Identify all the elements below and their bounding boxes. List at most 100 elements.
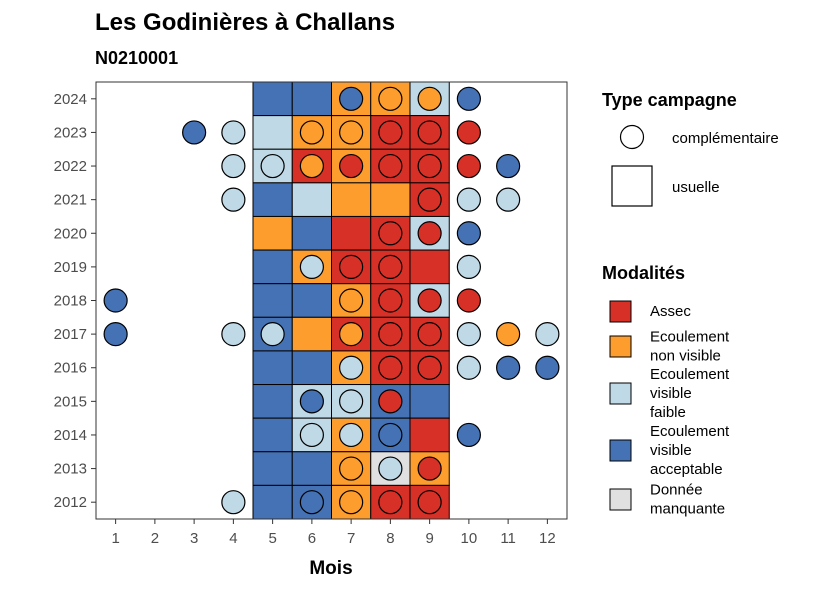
dot-2017-4 bbox=[221, 322, 246, 347]
dot-2022-10 bbox=[456, 153, 481, 179]
plot-area: 1 2 3 4 5 6 7 8 9 10 11 12 201220132014201520162017… bbox=[54, 81, 568, 547]
tile-2016-5 bbox=[252, 350, 293, 386]
tile-2024-6 bbox=[291, 81, 332, 117]
dot-2015-7 bbox=[339, 389, 364, 414]
dot-2024-9 bbox=[417, 86, 442, 111]
tile-2014-9 bbox=[409, 417, 450, 453]
x-tick-label: 8 bbox=[386, 530, 394, 547]
tile-2020-5 bbox=[252, 215, 293, 251]
y-tick-label: 2023 bbox=[54, 124, 87, 141]
dot-2020-10 bbox=[456, 221, 481, 246]
y-tick-label: 2013 bbox=[54, 461, 87, 478]
dot-2018-8 bbox=[378, 288, 403, 313]
dot-2016-9 bbox=[417, 355, 442, 380]
dot-2022-9 bbox=[417, 153, 442, 179]
legend-modality-key bbox=[609, 335, 632, 358]
dot-2024-7 bbox=[339, 86, 364, 111]
tile-2021-8 bbox=[370, 182, 411, 217]
dot-2020-9 bbox=[417, 221, 442, 246]
dot-2022-6 bbox=[299, 153, 324, 179]
tile-2015-9 bbox=[409, 384, 450, 419]
dot-2023-7 bbox=[339, 120, 364, 145]
y-axis: 2012 2013 2014 2015 2016 2017 2018 2019 2020 2021… bbox=[54, 91, 96, 511]
dot-2014-8 bbox=[378, 422, 403, 448]
x-tick-label: 2 bbox=[151, 530, 159, 547]
tile-2018-6 bbox=[291, 283, 332, 318]
legend-circle-key bbox=[619, 124, 645, 150]
x-tick-label: 4 bbox=[229, 530, 237, 547]
x-tick-label: 7 bbox=[347, 530, 355, 547]
x-tick-label: 12 bbox=[539, 530, 556, 547]
x-tick-label: 3 bbox=[190, 530, 198, 547]
x-tick-label: 5 bbox=[268, 530, 276, 547]
dot-2023-3 bbox=[182, 120, 207, 145]
dot-2016-10 bbox=[456, 355, 481, 380]
dot-2019-6 bbox=[299, 254, 324, 279]
dot-2017-10 bbox=[456, 322, 481, 347]
x-axis-title: Mois bbox=[309, 558, 352, 579]
y-tick-label: 2014 bbox=[54, 427, 87, 444]
dot-2013-8 bbox=[378, 456, 403, 481]
dot-2022-4 bbox=[221, 153, 246, 179]
y-tick-label: 2015 bbox=[54, 393, 87, 410]
dot-2014-10 bbox=[456, 422, 481, 448]
dot-2019-8 bbox=[378, 254, 403, 279]
tile-2014-5 bbox=[252, 417, 293, 453]
dot-2012-7 bbox=[339, 490, 364, 515]
legend-modality-label: Ecoulement non visible bbox=[650, 329, 730, 365]
dot-2018-1 bbox=[103, 288, 128, 313]
y-tick-label: 2021 bbox=[54, 192, 87, 209]
dot-2013-7 bbox=[339, 456, 364, 481]
tile-2018-5 bbox=[252, 283, 293, 318]
dot-2023-8 bbox=[378, 120, 403, 145]
dot-2019-7 bbox=[339, 254, 364, 279]
tile-2013-6 bbox=[291, 451, 332, 486]
tile-2017-6 bbox=[291, 316, 332, 352]
tile-2019-9 bbox=[409, 249, 450, 285]
chart-subtitle: N0210001 bbox=[95, 48, 178, 68]
y-tick-label: 2018 bbox=[54, 293, 87, 310]
x-tick-label: 1 bbox=[111, 530, 119, 547]
dot-2012-4 bbox=[221, 490, 246, 515]
legend: Type campagne complémentaire usuelle Moda… bbox=[602, 90, 779, 518]
dot-2023-4 bbox=[221, 120, 246, 145]
dot-2021-9 bbox=[417, 187, 442, 212]
legend-campaign-label: usuelle bbox=[672, 179, 720, 196]
tile-2012-5 bbox=[252, 484, 293, 520]
legend-modality-key bbox=[609, 439, 632, 462]
legend-campaign-label: complémentaire bbox=[672, 130, 779, 147]
dot-2024-8 bbox=[378, 86, 403, 111]
tile-2020-7 bbox=[331, 215, 372, 251]
dot-2018-10 bbox=[456, 288, 481, 313]
legend-campaign-items: complémentaire usuelle bbox=[611, 124, 779, 207]
dot-2018-9 bbox=[417, 288, 442, 313]
dot-2012-9 bbox=[417, 490, 442, 515]
usual-campaign-tiles bbox=[252, 81, 450, 520]
tile-2020-6 bbox=[291, 215, 332, 251]
complementary-campaign-dots bbox=[103, 86, 560, 515]
x-tick-label: 10 bbox=[461, 530, 478, 547]
chart-title: Les Godinières à Challans bbox=[95, 9, 395, 36]
tile-2021-7 bbox=[331, 182, 372, 217]
dot-2014-7 bbox=[339, 422, 364, 448]
x-axis: 1 2 3 4 5 6 7 8 9 10 11 12 bbox=[111, 519, 556, 547]
x-tick-label: 11 bbox=[500, 530, 516, 547]
y-tick-label: 2024 bbox=[54, 91, 87, 108]
dot-2019-10 bbox=[456, 254, 481, 279]
legend-modalities-title: Modalités bbox=[602, 263, 685, 283]
tile-2016-6 bbox=[291, 350, 332, 386]
tile-2021-5 bbox=[252, 182, 293, 217]
dot-2021-11 bbox=[496, 187, 521, 212]
dot-2024-10 bbox=[456, 86, 481, 111]
dot-2022-11 bbox=[496, 153, 521, 179]
dot-2017-1 bbox=[103, 322, 128, 347]
y-tick-label: 2017 bbox=[54, 326, 87, 343]
dot-2021-4 bbox=[221, 187, 246, 212]
legend-campaign-title: Type campagne bbox=[602, 90, 737, 110]
tile-2023-5 bbox=[252, 115, 293, 150]
dot-2015-8 bbox=[378, 389, 403, 414]
dot-2020-8 bbox=[378, 221, 403, 246]
dot-2017-5 bbox=[260, 322, 285, 347]
legend-modality-key bbox=[609, 300, 632, 323]
